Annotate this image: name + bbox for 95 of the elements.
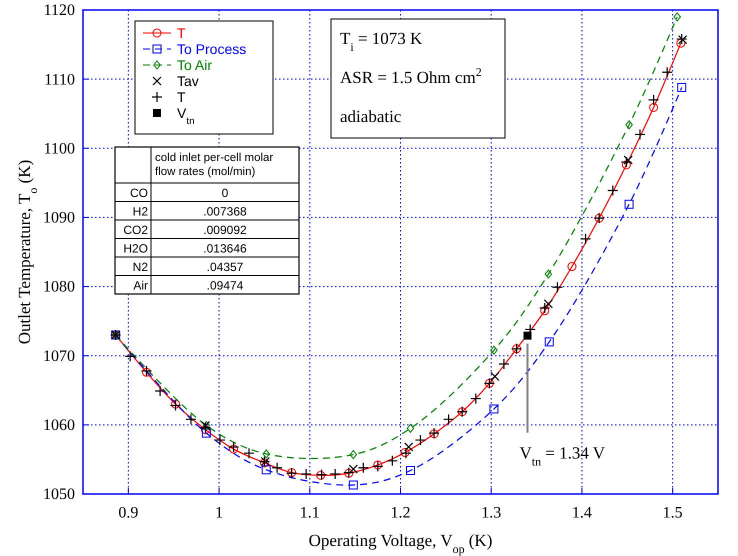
point [625,120,633,130]
point [202,428,211,438]
point [490,346,498,355]
point [350,450,358,460]
annotation: T$_{i}$ = 1073 K [340,29,424,54]
point [648,94,660,106]
point [170,400,182,412]
point [673,12,681,22]
y-tick-label: 1090 [43,210,75,227]
point [622,160,631,170]
legend-label: To Process [177,41,246,57]
point [620,156,632,168]
annotation: CO2 [123,223,148,237]
point [634,128,646,140]
point [154,385,166,397]
annotation: Air [133,278,148,292]
annotation: CO [130,186,148,200]
point [229,444,238,454]
annotation: N2 [132,260,148,274]
point [552,282,564,293]
point [243,448,255,459]
point [185,414,197,425]
point [228,441,240,453]
annotation: adiabatic [340,107,402,126]
annotation: .013646 [203,242,248,256]
point [124,350,136,362]
point [470,392,482,404]
x-tick-label: 1 [215,504,224,522]
point [404,442,414,452]
point [544,337,554,346]
legend-label: T [177,89,186,105]
point [262,465,271,474]
y-tick-label: 1080 [43,278,75,296]
point [372,460,384,472]
annotation: .09474 [206,278,244,292]
y-tick-label: 1100 [44,140,75,158]
point [580,233,592,244]
point [142,368,151,377]
point [442,414,454,425]
x-tick-label: 1.3 [481,504,502,522]
point [607,184,618,196]
point [649,102,658,112]
point [373,460,382,470]
point [489,404,498,414]
point [272,462,283,474]
annotation: H2 [132,204,148,218]
annotation: V$_{tn}$ = 1.34 V [520,444,606,469]
x-tick-label: 1.4 [572,504,592,522]
y-tick-label: 1120 [44,2,75,20]
point [300,468,312,480]
annotation: .04357 [206,260,244,274]
point [544,270,552,279]
point [200,425,210,434]
y-tick-label: 1070 [43,348,75,365]
annotation: ASR = 1.5 Ohm cm$^{2}$ [340,65,482,87]
annotation: 0 [222,186,229,200]
annotation: H2O [123,242,148,256]
point [330,468,341,480]
x-axis-title: Operating Voltage, V$_{op}$ (K) [308,531,492,556]
annotation: .009092 [203,223,248,237]
point [544,299,553,308]
point [348,480,358,490]
point [624,200,634,209]
x-tick-label: 1.1 [300,504,320,522]
legend-label: T [177,25,186,41]
y-tick-label: 1050 [43,486,75,504]
point [539,302,550,314]
point [262,449,270,458]
legend-label: Tav [177,73,199,89]
point [200,422,212,434]
point [414,434,426,446]
point [540,306,550,316]
point [171,400,180,409]
point [624,155,633,165]
x-tick-label: 1.5 [662,504,683,522]
point [662,66,673,78]
point [490,372,500,382]
point [676,38,686,48]
legend-label: V$_{tn}$ [177,105,195,126]
annotation: cold inlet per-cell molar flow rates (mol/min) [155,152,274,178]
point [498,358,510,370]
x-tick-label: 0.9 [118,504,138,522]
annotation: .007368 [203,204,248,218]
point [386,455,398,466]
y-tick-label: 1060 [43,416,75,434]
point [567,262,576,272]
point [406,466,415,475]
legend-label: To Air [177,57,212,73]
point [524,332,532,340]
point [677,82,686,92]
point [406,424,414,433]
x-tick-label: 1.2 [390,504,410,522]
point [214,434,226,446]
point [140,365,152,377]
y-tick-label: 1110 [44,71,75,88]
